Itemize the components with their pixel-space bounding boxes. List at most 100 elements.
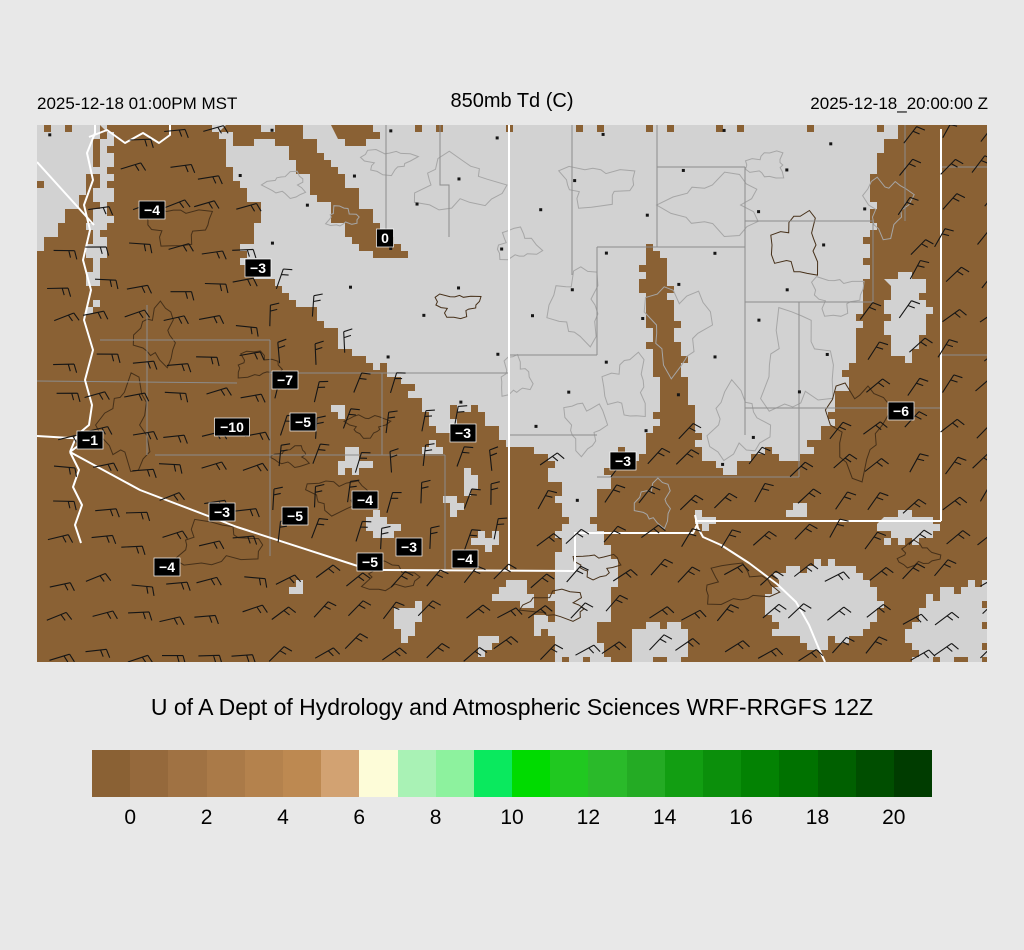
wind-barb bbox=[679, 494, 704, 511]
wind-barb bbox=[566, 565, 589, 583]
calm-station-dot bbox=[270, 128, 274, 132]
calm-station-dot bbox=[352, 174, 356, 178]
calm-station-dot bbox=[496, 352, 500, 356]
wind-barb bbox=[754, 482, 774, 503]
calm-station-dot bbox=[457, 286, 461, 290]
wind-barb bbox=[909, 259, 930, 280]
calm-station-dot bbox=[604, 251, 608, 255]
colorbar-cell bbox=[588, 750, 627, 797]
contour-label: −3 bbox=[208, 502, 236, 522]
wind-barb bbox=[864, 458, 889, 472]
svg-text:−3: −3 bbox=[214, 504, 230, 520]
wind-barb bbox=[311, 518, 329, 539]
wind-barb bbox=[798, 649, 824, 662]
calm-station-dot bbox=[575, 498, 579, 502]
wind-barb bbox=[166, 581, 191, 591]
wind-barb bbox=[311, 293, 323, 317]
svg-text:−3: −3 bbox=[250, 260, 266, 276]
colorbar-tick: 20 bbox=[882, 806, 906, 829]
wind-barb bbox=[902, 563, 926, 580]
wind-barb bbox=[681, 528, 702, 547]
wind-barb bbox=[348, 600, 372, 617]
colorbar-cell bbox=[473, 750, 513, 797]
wind-barb bbox=[940, 158, 964, 175]
wind-barb bbox=[972, 453, 987, 469]
wind-barb bbox=[940, 418, 965, 433]
wind-barb bbox=[794, 523, 818, 540]
colorbar-cell bbox=[168, 750, 207, 797]
wind-barb bbox=[865, 636, 888, 654]
wind-barb bbox=[649, 606, 675, 619]
wind-barb bbox=[971, 155, 987, 173]
wind-barb bbox=[201, 250, 227, 260]
wind-barb bbox=[942, 374, 963, 393]
wind-barb bbox=[231, 654, 256, 662]
colorbar-cell bbox=[703, 750, 742, 797]
colorbar-cell bbox=[321, 750, 360, 797]
wind-barb bbox=[53, 363, 78, 373]
calm-station-dot bbox=[534, 424, 538, 428]
calm-station-dot bbox=[785, 288, 789, 292]
wind-barb bbox=[863, 421, 888, 435]
colorbar-cell bbox=[779, 750, 818, 797]
wind-barb bbox=[977, 231, 987, 245]
wind-barb bbox=[194, 614, 219, 625]
wind-barb bbox=[910, 239, 934, 255]
calm-station-dot bbox=[270, 241, 274, 245]
wind-barb bbox=[833, 453, 858, 469]
svg-text:−4: −4 bbox=[144, 202, 160, 218]
wind-barb bbox=[198, 540, 225, 550]
wind-barb bbox=[946, 530, 971, 545]
wind-barb bbox=[497, 607, 523, 619]
calm-station-dot bbox=[825, 352, 829, 356]
wind-barb bbox=[121, 545, 146, 555]
wind-barb bbox=[198, 654, 223, 662]
wind-barb bbox=[232, 535, 258, 545]
colorbar-cell bbox=[397, 750, 436, 797]
wind-barb bbox=[760, 570, 784, 586]
calm-station-dot bbox=[604, 360, 608, 364]
wind-barb bbox=[981, 280, 987, 289]
colorbar-tick: 0 bbox=[124, 806, 137, 829]
wind-barb bbox=[681, 609, 707, 621]
svg-text:−6: −6 bbox=[893, 403, 909, 419]
svg-text:−3: −3 bbox=[401, 539, 417, 555]
wind-barb bbox=[942, 125, 958, 138]
wind-barb bbox=[203, 125, 229, 134]
calm-station-dot bbox=[238, 174, 242, 178]
state-borders bbox=[37, 125, 942, 662]
wind-barb bbox=[934, 228, 954, 248]
page-title: 850mb Td (C) bbox=[450, 90, 574, 112]
calm-station-dot bbox=[751, 435, 755, 439]
wind-barb bbox=[866, 603, 891, 618]
calm-station-dot bbox=[539, 208, 543, 212]
wind-barb bbox=[161, 654, 186, 662]
wind-barb bbox=[164, 128, 189, 138]
wind-barb bbox=[907, 377, 929, 396]
calm-station-dot bbox=[757, 210, 761, 214]
calm-station-dot bbox=[422, 313, 426, 317]
wind-barb bbox=[242, 462, 269, 472]
wind-barb bbox=[903, 126, 926, 144]
attribution-caption: U of A Dept of Hydrology and Atmospheric… bbox=[150, 694, 874, 720]
wind-barb bbox=[159, 492, 185, 501]
wind-barb bbox=[94, 278, 119, 290]
wind-barb bbox=[748, 446, 771, 465]
wind-barb bbox=[675, 638, 700, 651]
wind-barb bbox=[937, 339, 958, 358]
wind-barb bbox=[942, 193, 966, 210]
wind-barb bbox=[867, 492, 889, 511]
wind-barb bbox=[389, 448, 399, 473]
svg-text:−3: −3 bbox=[455, 425, 471, 441]
wind-barb bbox=[84, 391, 110, 400]
wind-barb bbox=[163, 315, 189, 325]
wind-barb bbox=[824, 571, 850, 582]
wind-barb bbox=[421, 409, 435, 432]
wind-barb bbox=[343, 328, 353, 353]
wind-barb bbox=[463, 647, 488, 662]
calm-station-dot bbox=[785, 168, 789, 172]
wind-barb bbox=[354, 451, 371, 473]
td-masked-region bbox=[37, 125, 987, 662]
wind-barb bbox=[942, 309, 967, 323]
